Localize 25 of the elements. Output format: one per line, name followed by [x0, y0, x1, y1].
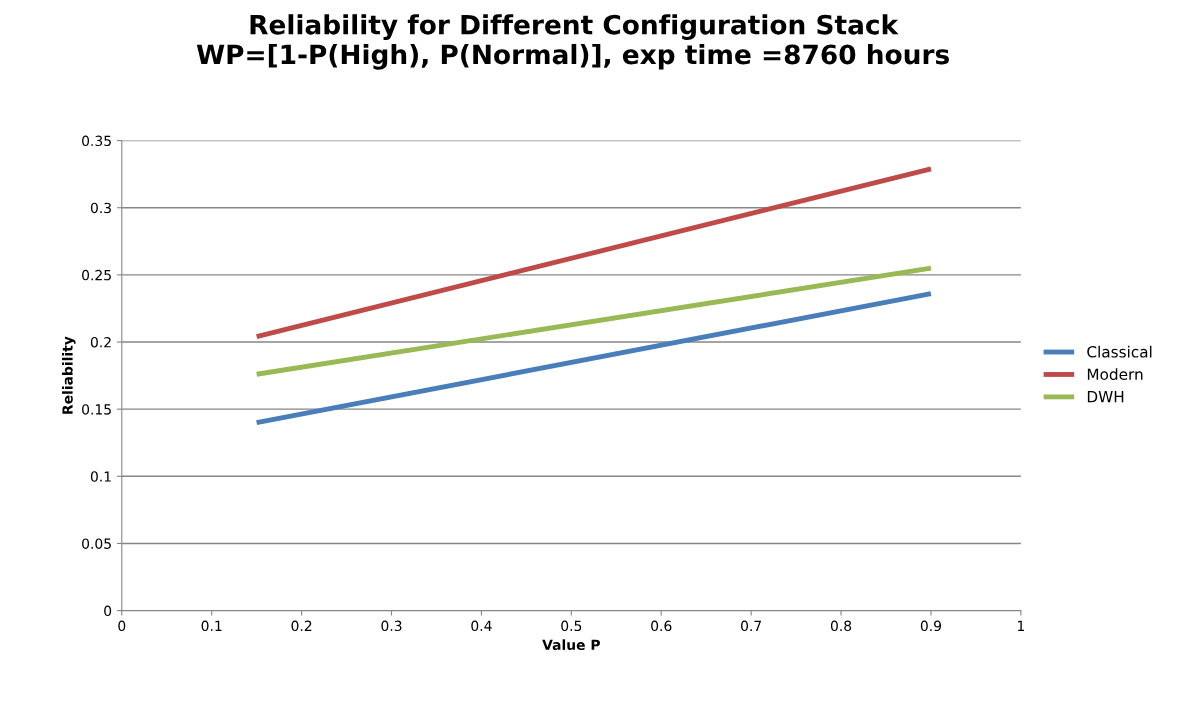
y-tick-label: 0.25: [82, 269, 111, 281]
y-tick-label: 0.05: [82, 538, 111, 549]
x-tick-label: 0.8: [830, 620, 852, 632]
chart-title: Reliability for Different Configuration Stack WP=[1-P(High), P(Normal)], exp time =8760 hours: [196, 14, 949, 70]
y-tick-label: 0.3: [90, 202, 111, 214]
x-tick-label: 0.7: [741, 620, 761, 632]
y-tick-label: 0.1: [90, 471, 111, 482]
legend-label: Classical: [1087, 345, 1152, 358]
x-tick-label: 0.6: [651, 620, 672, 632]
x-tick-label: 0.3: [381, 620, 402, 632]
x-axis-title: Value P: [542, 639, 600, 651]
y-tick-label: 0.2: [90, 336, 111, 348]
x-tick-label: 0.1: [201, 620, 222, 632]
y-tick-label: 0.15: [82, 404, 111, 415]
legend-label: DWH: [1087, 391, 1124, 403]
x-tick-label: 0.4: [471, 620, 492, 632]
x-tick-label: 0.2: [291, 620, 312, 632]
legend-label: Modern: [1087, 368, 1143, 381]
x-tick-label: 0: [118, 620, 126, 632]
y-tick-label: 0: [104, 605, 112, 617]
x-tick-label: 0.5: [561, 620, 582, 632]
x-tick-label: 1: [1017, 620, 1025, 631]
y-axis-title: Reliability: [62, 336, 76, 414]
x-tick-label: 0.9: [920, 620, 942, 632]
y-tick-label: 0.35: [82, 135, 111, 147]
